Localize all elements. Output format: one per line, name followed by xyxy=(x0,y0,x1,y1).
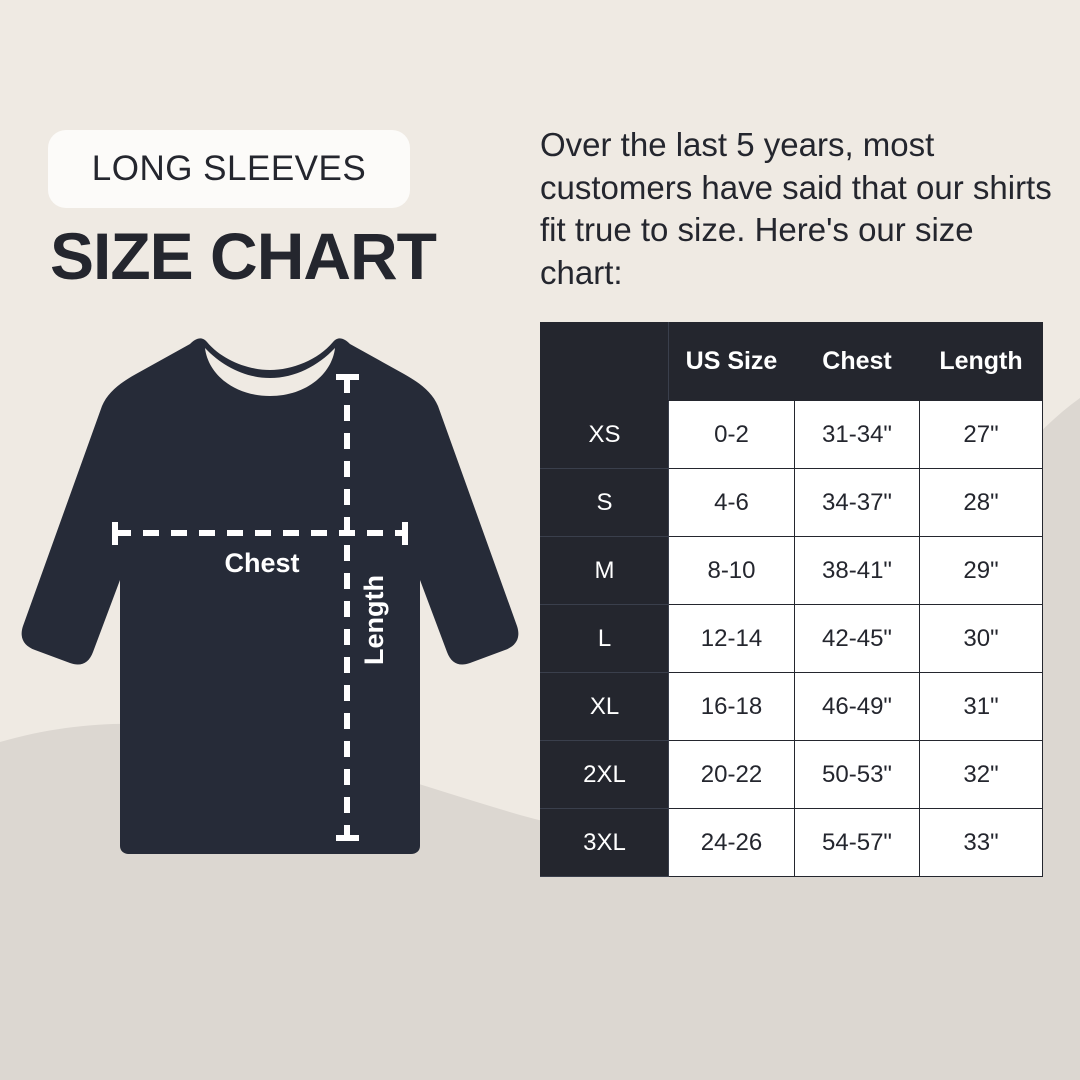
cell-chest: 42-45" xyxy=(794,604,920,673)
cell-size: 2XL xyxy=(540,740,669,809)
cell-length: 27" xyxy=(919,400,1043,469)
category-badge-label: LONG SLEEVES xyxy=(91,149,367,188)
cell-size: 3XL xyxy=(540,808,669,877)
cell-chest: 38-41" xyxy=(794,536,920,605)
cell-us-size: 24-26 xyxy=(668,808,795,877)
left-column: LONG SLEEVES SIZE CHART Chest Length xyxy=(21,130,519,855)
column-header-us-size: US Size xyxy=(668,322,795,401)
table-row: M 8-10 38-41" 29" xyxy=(540,536,1043,605)
table-header-row: US Size Chest Length xyxy=(540,322,1043,401)
size-chart-body: XS 0-2 31-34" 27" S 4-6 34-37" 28" M 8-10 38-41" 29… xyxy=(540,400,1043,877)
cell-chest: 46-49" xyxy=(794,672,920,741)
cell-us-size: 16-18 xyxy=(668,672,795,741)
cell-size: L xyxy=(540,604,669,673)
cell-chest: 54-57" xyxy=(794,808,920,877)
size-chart-table: US Size Chest Length XS 0-2 31-34" 27" S 4-6 3… xyxy=(540,322,1043,877)
cell-size: XS xyxy=(540,400,669,469)
column-header-length: Length xyxy=(919,322,1043,401)
cell-length: 29" xyxy=(919,536,1043,605)
cell-us-size: 20-22 xyxy=(668,740,795,809)
cell-chest: 31-34" xyxy=(794,400,920,469)
shirt-illustration: Chest Length xyxy=(21,338,519,855)
cell-us-size: 12-14 xyxy=(668,604,795,673)
cell-us-size: 4-6 xyxy=(668,468,795,537)
cell-us-size: 0-2 xyxy=(668,400,795,469)
cell-length: 31" xyxy=(919,672,1043,741)
chest-label: Chest xyxy=(224,548,299,578)
column-header-chest: Chest xyxy=(794,322,920,401)
cell-size: M xyxy=(540,536,669,605)
length-label: Length xyxy=(359,575,389,665)
shirt-neckline xyxy=(205,348,335,396)
cell-length: 32" xyxy=(919,740,1043,809)
column-header-size xyxy=(540,322,669,401)
shirt-silhouette xyxy=(21,338,519,855)
cell-size: S xyxy=(540,468,669,537)
length-measure-line xyxy=(336,374,359,841)
chest-measure-line xyxy=(112,522,408,545)
category-badge: LONG SLEEVES xyxy=(48,130,410,208)
page-title: SIZE CHART xyxy=(50,219,437,293)
cell-us-size: 8-10 xyxy=(668,536,795,605)
table-row: L 12-14 42-45" 30" xyxy=(540,604,1043,673)
table-row: 2XL 20-22 50-53" 32" xyxy=(540,740,1043,809)
cell-length: 33" xyxy=(919,808,1043,877)
cell-length: 30" xyxy=(919,604,1043,673)
table-row: S 4-6 34-37" 28" xyxy=(540,468,1043,537)
cell-chest: 34-37" xyxy=(794,468,920,537)
cell-size: XL xyxy=(540,672,669,741)
cell-chest: 50-53" xyxy=(794,740,920,809)
table-row: 3XL 24-26 54-57" 33" xyxy=(540,808,1043,877)
table-row: XL 16-18 46-49" 31" xyxy=(540,672,1043,741)
table-row: XS 0-2 31-34" 27" xyxy=(540,400,1043,469)
cell-length: 28" xyxy=(919,468,1043,537)
intro-paragraph: Over the last 5 years, most customers ha… xyxy=(540,126,1052,291)
